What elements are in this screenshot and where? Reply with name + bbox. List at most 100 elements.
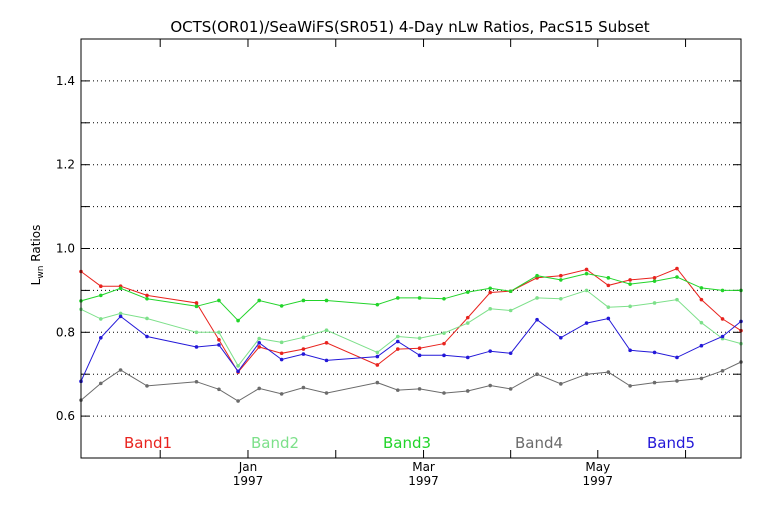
data-point [417, 346, 422, 351]
data-point [652, 301, 657, 305]
data-point [217, 387, 221, 392]
data-point [324, 298, 329, 303]
data-point [236, 399, 240, 403]
data-point [720, 334, 725, 339]
data-point [194, 301, 199, 305]
data-point [720, 369, 725, 373]
data-point [699, 343, 704, 348]
legend-entry: Band3 [383, 434, 431, 452]
data-point [488, 286, 493, 291]
data-point [465, 321, 470, 325]
y-tick-label: 0.8 [56, 325, 75, 339]
data-point [465, 355, 470, 360]
data-point [324, 391, 329, 395]
data-point [508, 351, 513, 356]
x-tick-label-month: May [585, 460, 610, 474]
y-tick-label: 1.2 [56, 158, 75, 172]
legend-entry: Band1 [124, 434, 172, 452]
data-point [417, 353, 422, 358]
data-point [699, 297, 704, 302]
data-point [301, 352, 306, 356]
data-point [396, 347, 400, 351]
data-point [118, 314, 123, 319]
data-point [675, 275, 679, 279]
data-point [279, 304, 284, 308]
axis-ticks [81, 39, 741, 458]
legend: Band1 Band2 Band3 Band4 Band5 [124, 434, 695, 452]
data-point [628, 282, 632, 286]
data-point [675, 297, 679, 302]
data-point [301, 347, 306, 351]
chart-title: OCTS(OR01)/SeaWiFS(SR051) 4-Day nLw Rati… [170, 18, 649, 36]
data-point [301, 385, 306, 390]
data-point [720, 288, 725, 293]
data-point [217, 343, 221, 347]
data-point [257, 386, 262, 391]
data-series [79, 266, 743, 403]
series-band4 [79, 360, 743, 403]
data-point [675, 379, 679, 383]
data-point [279, 340, 284, 345]
data-point [236, 318, 240, 323]
y-axis-label-rest: Ratios [29, 225, 43, 266]
data-point [375, 380, 380, 385]
data-point [375, 354, 380, 359]
data-point [99, 284, 103, 289]
data-point [145, 384, 149, 388]
data-point [699, 320, 704, 325]
data-point [442, 341, 446, 346]
y-axis-label: Lwn Ratios [29, 225, 46, 286]
data-point [375, 363, 380, 367]
data-point [508, 387, 513, 391]
data-point [396, 296, 400, 300]
data-point [194, 379, 199, 384]
legend-entry: Band2 [251, 434, 299, 452]
data-point [675, 266, 679, 271]
data-point [465, 315, 470, 320]
data-point [442, 331, 446, 335]
data-point [417, 336, 422, 340]
data-point [375, 302, 380, 307]
series-band2 [79, 288, 743, 368]
data-point [236, 364, 240, 368]
data-point [145, 334, 149, 339]
x-tick-label-year: 1997 [583, 474, 614, 488]
data-point [584, 288, 589, 293]
plot-frame [80, 38, 742, 459]
data-point [301, 298, 306, 303]
grid-lines [81, 80, 741, 417]
data-point [606, 316, 611, 321]
data-point [375, 350, 380, 355]
x-tick-label-year: 1997 [408, 474, 439, 488]
y-tick-labels: 0.6 0.8 1.0 1.2 1.4 [56, 74, 75, 423]
x-tick-label-month: Jan [238, 460, 258, 474]
data-point [606, 305, 611, 309]
data-point [417, 296, 422, 300]
data-point [488, 383, 493, 388]
data-point [652, 276, 657, 280]
data-point [217, 330, 221, 335]
data-point [194, 330, 199, 335]
data-point [465, 389, 470, 393]
data-point [118, 311, 123, 316]
data-point [217, 338, 221, 342]
data-point [584, 321, 589, 325]
data-point [488, 307, 493, 311]
data-point [628, 304, 632, 309]
data-point [236, 369, 240, 374]
series-band5 [79, 314, 743, 384]
data-point [301, 335, 306, 340]
data-point [99, 381, 103, 386]
data-point [194, 345, 199, 349]
data-point [396, 388, 400, 392]
data-point [442, 391, 446, 395]
series-line [80, 273, 741, 322]
data-point [606, 370, 611, 374]
data-point [118, 368, 123, 372]
data-point [442, 296, 446, 301]
data-point [488, 349, 493, 353]
data-point [257, 340, 262, 345]
y-tick-label: 1.0 [56, 242, 75, 256]
data-point [324, 358, 329, 363]
